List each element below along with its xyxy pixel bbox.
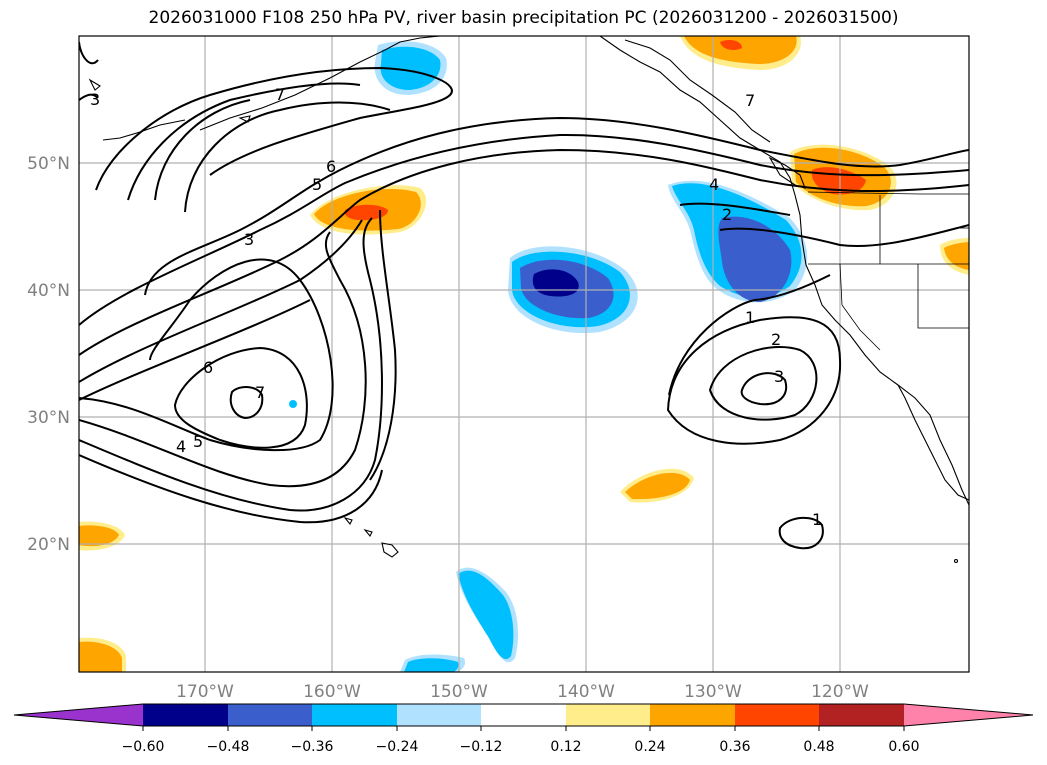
lat-tick-label: 50°N — [27, 154, 70, 174]
contour-label: 6 — [203, 358, 213, 377]
colorbar-tick-label: 0.24 — [634, 739, 665, 755]
contour-label: 2 — [771, 330, 781, 349]
pv-contours — [79, 41, 969, 550]
contour-label: 1 — [812, 510, 822, 529]
colorbar-tick-label: 0.12 — [550, 739, 581, 755]
colorbar-over-triangle — [904, 704, 1033, 726]
map-title: 2026031000 F108 250 hPa PV, river basin … — [148, 8, 899, 28]
colorbar-tick-label: −0.36 — [291, 739, 334, 755]
pv-contour-labels: 7 6 5 3 6 7 4 5 4 2 1 2 3 1 3 7 — [90, 85, 822, 529]
lon-tick-label: 130°W — [684, 682, 742, 702]
colorbar-segment — [228, 704, 312, 726]
contour-label: 3 — [244, 230, 254, 249]
colorbar-segment — [143, 704, 228, 726]
contour-label: 2 — [722, 205, 732, 224]
lat-tick-label: 40°N — [27, 281, 70, 301]
contour-label: 7 — [255, 383, 265, 402]
contour-label: 4 — [176, 437, 186, 456]
colorbar-segment — [397, 704, 481, 726]
lat-tick-label: 20°N — [27, 535, 70, 555]
colorbar-tick-label: −0.24 — [376, 739, 419, 755]
contour-label: 5 — [193, 432, 203, 451]
lon-tick-label: 140°W — [557, 682, 615, 702]
colorbar-under-triangle — [14, 704, 143, 726]
colorbar-segment — [481, 704, 566, 726]
colorbar-segment — [650, 704, 735, 726]
colorbar-segment — [819, 704, 904, 726]
contour-label: 1 — [745, 308, 755, 327]
precip-shading — [79, 36, 969, 672]
contour-label: 7 — [745, 91, 755, 110]
colorbar-tick-label: 0.60 — [888, 739, 919, 755]
contour-label: 4 — [709, 175, 719, 194]
contour-label: 7 — [275, 85, 285, 104]
map-frame — [78, 35, 970, 673]
lon-tick-label: 150°W — [430, 682, 488, 702]
colorbar-tick-label: 0.36 — [719, 739, 750, 755]
lon-tick-label: 170°W — [176, 682, 234, 702]
graticule — [79, 36, 969, 672]
contour-label: 5 — [312, 175, 322, 194]
contour-label: 6 — [326, 157, 336, 176]
lon-tick-label: 160°W — [303, 682, 361, 702]
colorbar-tick-label: 0.48 — [803, 739, 834, 755]
lat-tick-label: 30°N — [27, 408, 70, 428]
colorbar-segment — [566, 704, 650, 726]
colorbar: −0.60 −0.48 −0.36 −0.24 −0.12 0.12 0.24 … — [13, 703, 1034, 755]
colorbar-segment — [735, 704, 819, 726]
contour-label: 3 — [90, 90, 100, 109]
colorbar-tick-label: −0.48 — [207, 739, 250, 755]
map-panel: 7 6 5 3 6 7 4 5 4 2 1 2 3 1 3 7 — [79, 36, 969, 672]
colorbar-segment — [312, 704, 397, 726]
colorbar-tick-label: −0.12 — [460, 739, 503, 755]
colorbar-tick-label: −0.60 — [122, 739, 165, 755]
contour-label: 3 — [774, 367, 784, 386]
lon-ticks: 170°W 160°W 150°W 140°W 130°W 120°W — [176, 682, 869, 702]
lon-tick-label: 120°W — [811, 682, 869, 702]
lat-ticks: 50°N 40°N 30°N 20°N — [27, 154, 70, 555]
